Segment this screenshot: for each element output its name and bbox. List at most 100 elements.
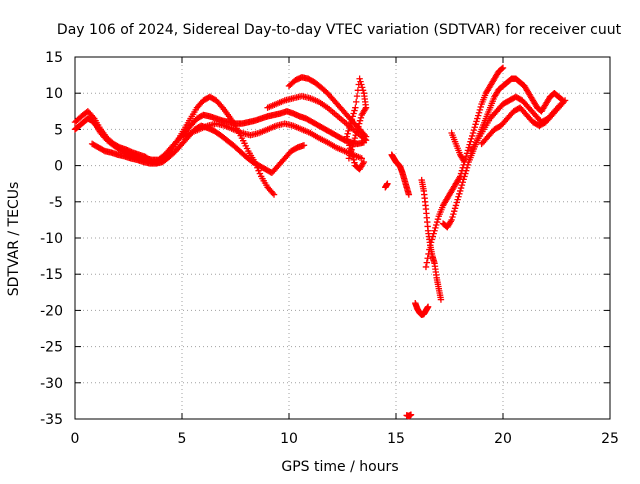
- data-point-marker: [360, 90, 368, 97]
- y-tick-label: 5: [54, 122, 63, 138]
- data-point-marker: [427, 242, 434, 249]
- data-point-marker: [429, 233, 437, 240]
- data-point-marker: [431, 227, 438, 234]
- data-point-marker: [344, 130, 351, 137]
- data-point-marker: [561, 97, 569, 104]
- series-track-11: [403, 411, 415, 420]
- data-point-marker: [472, 121, 479, 128]
- data-point-marker: [468, 135, 475, 143]
- data-point-marker: [427, 239, 435, 246]
- y-axis-label: SDTVAR / TECUs: [6, 182, 22, 297]
- series-track-9: [382, 180, 391, 191]
- data-point-marker: [357, 114, 365, 122]
- data-point-marker: [354, 126, 361, 133]
- y-tick-label: 15: [45, 50, 63, 66]
- data-point-marker: [449, 213, 456, 221]
- data-point-marker: [405, 191, 413, 198]
- data-point-marker: [344, 136, 351, 143]
- x-tick-label: 5: [178, 431, 187, 447]
- data-point-marker: [453, 199, 460, 206]
- x-tick-label: 25: [601, 431, 619, 447]
- data-point-marker: [475, 109, 483, 116]
- y-tick-label: -10: [40, 231, 63, 247]
- data-point-marker: [499, 64, 507, 72]
- data-point-marker: [354, 87, 362, 94]
- data-point-marker: [349, 113, 356, 120]
- series-track-12: [418, 176, 445, 303]
- y-tick-label: -25: [40, 340, 63, 356]
- data-point-marker: [460, 157, 467, 164]
- data-point-marker: [465, 144, 472, 151]
- data-point-marker: [348, 116, 356, 123]
- data-point-marker: [452, 202, 460, 209]
- data-point-marker: [384, 180, 391, 187]
- data-point-marker: [433, 221, 440, 229]
- data-point-marker: [460, 176, 467, 183]
- series-track-7: [343, 75, 370, 173]
- series-track-16: [478, 97, 569, 148]
- data-point-marker: [468, 132, 476, 140]
- data-point-marker: [300, 142, 308, 149]
- data-point-marker: [345, 155, 353, 162]
- data-point-marker: [352, 131, 359, 139]
- data-point-marker: [351, 159, 358, 166]
- x-tick-label: 0: [71, 431, 80, 447]
- data-point-marker: [345, 139, 352, 146]
- series-track-13: [422, 64, 507, 271]
- data-point-marker: [347, 118, 355, 126]
- data-point-marker: [353, 129, 360, 136]
- data-point-marker: [457, 184, 465, 192]
- data-point-marker: [352, 98, 360, 106]
- y-tick-label: 0: [54, 159, 63, 175]
- series-track-4: [178, 120, 365, 162]
- data-point-marker: [463, 164, 471, 171]
- data-point-marker: [462, 170, 469, 177]
- data-point-marker: [458, 181, 466, 189]
- y-tick-label: -20: [40, 303, 63, 319]
- data-point-marker: [428, 236, 436, 243]
- data-point-marker: [89, 113, 97, 121]
- data-point-marker: [360, 158, 368, 166]
- data-point-marker: [358, 155, 365, 162]
- data-point-marker: [350, 140, 357, 148]
- x-axis-label: GPS time / hours: [281, 459, 398, 475]
- data-point-marker: [353, 92, 361, 100]
- series-track-2: [71, 93, 278, 198]
- data-point-marker: [347, 121, 354, 129]
- y-tick-label: -5: [49, 195, 63, 211]
- data-point-marker: [350, 137, 358, 145]
- data-point-marker: [433, 218, 441, 226]
- data-point-marker: [456, 190, 463, 198]
- data-point-marker: [461, 158, 468, 166]
- data-point-marker: [362, 137, 370, 144]
- data-point-marker: [355, 120, 363, 127]
- data-point-marker: [447, 218, 454, 225]
- data-point-marker: [471, 124, 478, 131]
- x-tick-label: 20: [494, 431, 512, 447]
- data-point-marker: [359, 160, 367, 167]
- series-track-3: [88, 122, 308, 177]
- data-point-marker: [450, 210, 457, 218]
- data-point-marker: [347, 145, 354, 152]
- data-point-marker: [426, 246, 433, 253]
- y-tick-label: -30: [40, 376, 63, 392]
- series-track-8: [388, 151, 413, 198]
- data-point-marker: [498, 65, 506, 72]
- data-point-marker: [457, 187, 464, 195]
- chart-title: Day 106 of 2024, Sidereal Day-to-day VTE…: [57, 22, 622, 38]
- data-point-marker: [560, 98, 567, 106]
- y-tick-label: -15: [40, 267, 63, 283]
- x-tick-label: 15: [387, 431, 405, 447]
- data-point-marker: [350, 156, 357, 164]
- data-point-marker: [473, 118, 480, 125]
- data-point-marker: [345, 127, 352, 135]
- data-point-marker: [464, 161, 472, 169]
- data-point-marker: [352, 104, 359, 111]
- data-point-marker: [434, 215, 442, 223]
- data-point-marker: [451, 208, 458, 215]
- data-point-marker: [346, 142, 353, 149]
- data-point-marker: [469, 129, 477, 137]
- data-point-marker: [462, 167, 470, 174]
- marker-layer: [71, 64, 569, 420]
